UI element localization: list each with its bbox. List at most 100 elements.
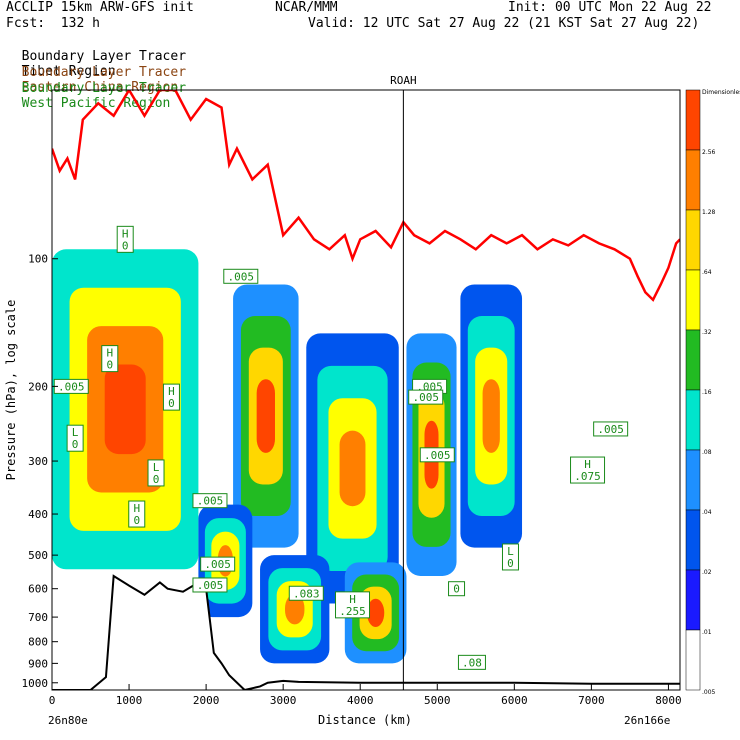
x-tick-label: 7000 [578, 694, 605, 707]
contour-labels: H0H0H0L0L0H0.005.005.005.005.005.005.005… [53, 225, 629, 670]
y-tick-label: 500 [28, 549, 48, 562]
contour-label-box [101, 345, 119, 373]
contour-label-box [593, 421, 629, 437]
tracer-plume [367, 598, 385, 628]
contour-label-value: .005 [58, 380, 85, 393]
contour-label: .083 [288, 585, 324, 601]
y-tick-label: 200 [28, 380, 48, 393]
colorbar-label: 2.56 [702, 149, 716, 156]
contour-label-value: .083 [293, 587, 320, 600]
contour-label-extremum: H [349, 593, 356, 606]
contour-label-value: 0 [106, 359, 113, 372]
tropopause [52, 90, 680, 302]
colorbar-label: .005 [702, 689, 716, 696]
contour-label-extremum: L [507, 545, 514, 558]
colorbar-label: Dimensionless [702, 89, 740, 96]
tropopause-line [52, 90, 680, 302]
contour-label-box [66, 424, 84, 452]
contour-label-box [128, 500, 146, 528]
colorbar-label: .08 [702, 449, 712, 456]
contour-label: .005 [192, 493, 228, 509]
y-tick-label: 700 [28, 611, 48, 624]
contour-label-value: 0 [72, 438, 79, 451]
colorbar-label: .64 [702, 269, 712, 276]
contour-label-extremum: L [153, 461, 160, 474]
contour-label-box [408, 389, 444, 405]
contour-label-value: .005 [228, 270, 255, 283]
legend-prefix: Boundary Layer Tracer [21, 81, 187, 96]
header-fcst: Fcst: 132 h [6, 16, 100, 31]
y-tick-label: 1000 [22, 677, 49, 690]
header-init: Init: 00 UTC Mon 22 Aug 22 [508, 0, 712, 15]
contour-label-box [448, 581, 466, 597]
colorbar-label: .02 [702, 569, 712, 576]
contour-label-value: 0 [168, 397, 175, 410]
y-tick-label: 300 [28, 455, 48, 468]
station-label: ROAH [390, 74, 417, 87]
contour-label: H0 [101, 345, 119, 373]
contour-label-extremum: H [106, 347, 113, 360]
x-tick-label: 4000 [347, 694, 374, 707]
colorbar-swatch [685, 389, 701, 451]
contour-label-extremum: L [72, 426, 79, 439]
colorbar-label: 1.28 [702, 209, 716, 216]
contour-label: .005 [223, 268, 259, 284]
tracer-plume [482, 379, 500, 453]
contour-label-box [200, 556, 236, 572]
terrain [52, 574, 680, 690]
legend-prefix: Boundary Layer Tracer [21, 49, 187, 64]
contour-label-value: .005 [197, 579, 224, 592]
colorbar-swatch [685, 329, 701, 391]
contour-label: H0 [162, 383, 180, 411]
contour-label-box [192, 493, 228, 509]
contour-label-box [457, 654, 486, 670]
tracer-plume [256, 379, 275, 453]
colorbar: Dimensionless 2.56 1.28 .64 .32 .16 .08 .04 .02.… [685, 89, 740, 696]
contour-label-extremum: H [168, 385, 175, 398]
colorbar-swatch [685, 569, 701, 631]
contour-label: .005 [419, 447, 455, 463]
contour-label-box [570, 456, 606, 484]
contour-label-box [116, 225, 134, 253]
x-tick-label: 1000 [116, 694, 143, 707]
contour-label-value: .005 [204, 558, 231, 571]
colorbar-label: .32 [702, 329, 712, 336]
contour-label-value: .005 [412, 391, 439, 404]
contour-label-box [419, 447, 455, 463]
right-endpoint-label: 26n166e [624, 714, 670, 727]
x-tick-label: 2000 [193, 694, 220, 707]
contour-label-extremum: H [584, 458, 591, 471]
contour-label-box [223, 268, 259, 284]
station-marker: ROAH [390, 74, 417, 690]
contour-label-value: 0 [133, 514, 140, 527]
colorbar-label: .04 [702, 509, 712, 516]
y-tick-label: 600 [28, 583, 48, 596]
left-endpoint-label: 26n80e [48, 714, 88, 727]
contour-label: H.075 [570, 456, 606, 484]
y-tick-label: 400 [28, 508, 48, 521]
contour-label-box [335, 591, 371, 619]
contour-label: L0 [147, 459, 165, 487]
header-title: ACCLIP 15km ARW-GFS init [6, 0, 194, 15]
header-center: NCAR/MMM [275, 0, 338, 15]
legend-prefix: Boundary Layer Tracer [21, 65, 187, 80]
y-tick-label: 800 [28, 636, 48, 649]
contour-label-value: 0 [153, 473, 160, 486]
colorbar-label: .01 [702, 629, 712, 636]
colorbar-swatch [685, 209, 701, 271]
x-tick-label: 3000 [270, 694, 297, 707]
contour-label-box [162, 383, 180, 411]
x-tick-label: 8000 [655, 694, 682, 707]
y-axis-title: Pressure (hPa), log scale [4, 300, 18, 481]
contour-label-box [288, 585, 324, 601]
axes: Distance (km) Pressure (hPa), log scale … [4, 253, 682, 727]
contour-label: .005 [593, 421, 629, 437]
contour-label: H0 [116, 225, 134, 253]
legend-region-tibet: Tibet Region [21, 64, 116, 79]
contour-label: .005 [200, 556, 236, 572]
contour-label-value: .255 [339, 605, 366, 618]
legend-entry-eastern-china: Boundary Layer Tracer Eastern China Regi… [6, 50, 186, 95]
contour-label: L0 [501, 543, 519, 571]
colorbar-swatch [685, 149, 701, 211]
contour-label-value: .075 [574, 470, 601, 483]
